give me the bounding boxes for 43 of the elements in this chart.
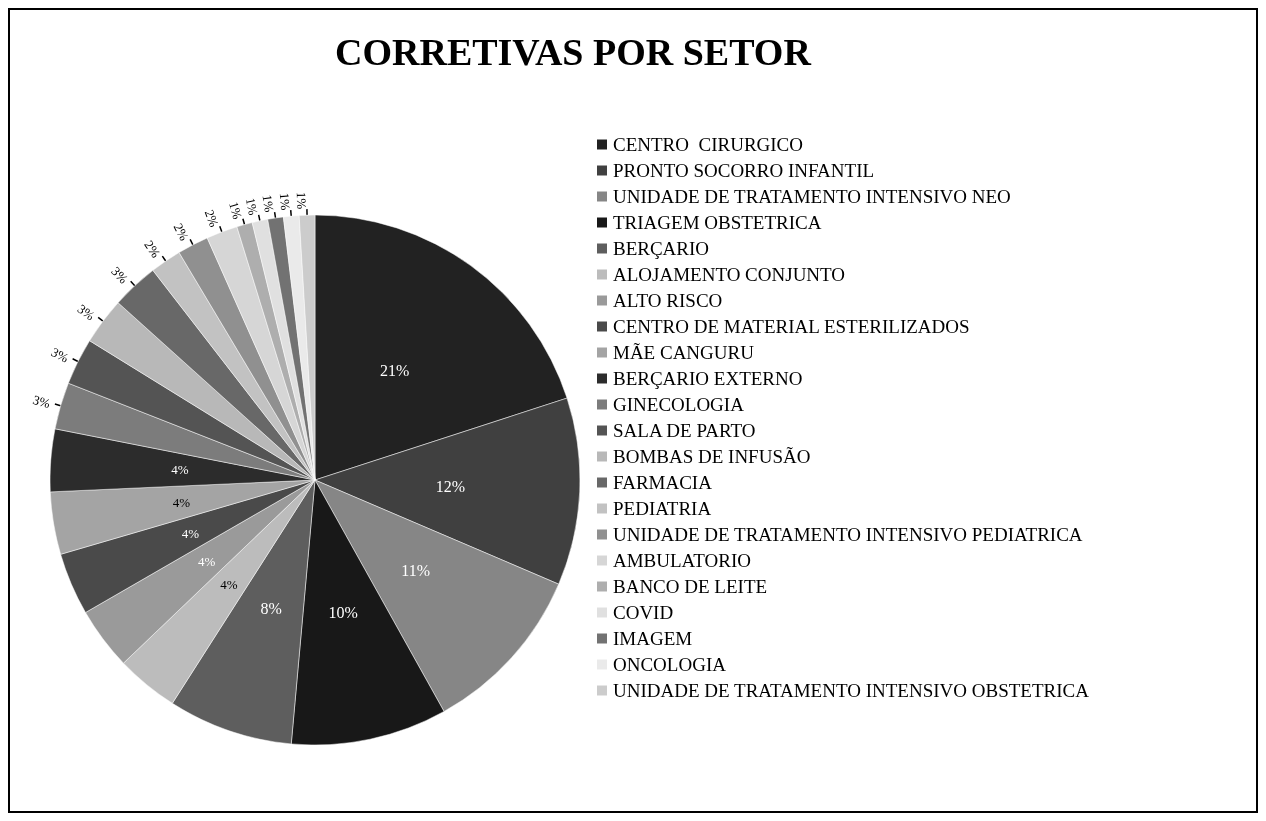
data-label: 10% xyxy=(328,604,358,622)
data-label: 11% xyxy=(401,562,431,580)
data-label: 4% xyxy=(197,553,216,569)
legend-label: ALOJAMENTO CONJUNTO xyxy=(613,264,846,285)
data-label: 8% xyxy=(260,599,282,617)
data-label: 3% xyxy=(48,344,72,366)
legend-label: FARMACIA xyxy=(613,472,713,493)
data-label: 1% xyxy=(293,191,310,210)
legend-label: MÃE CANGURU xyxy=(613,342,755,363)
legend-label: CENTRO DE MATERIAL ESTERILIZADOS xyxy=(613,316,970,337)
legend-label: ALTO RISCO xyxy=(613,290,723,311)
data-label: 2% xyxy=(170,220,192,244)
legend-label: ONCOLOGIA xyxy=(613,654,727,675)
legend-label: BANCO DE LEITE xyxy=(613,576,768,597)
data-label: 3% xyxy=(31,391,53,412)
data-label: 2% xyxy=(201,207,222,230)
data-label: 3% xyxy=(108,263,132,287)
legend-label: UNIDADE DE TRATAMENTO INTENSIVO PEDIATRICA xyxy=(613,524,1083,545)
legend-label: AMBULATORIO xyxy=(613,550,751,571)
legend-label: GINECOLOGIA xyxy=(613,394,745,415)
legend-label: SALA DE PARTO xyxy=(613,420,756,441)
chart-title: CORRETIVAS POR SETOR xyxy=(335,31,812,73)
legend-label: BERÇARIO xyxy=(613,238,710,259)
data-label: 4% xyxy=(220,577,238,593)
legend-label: IMAGEM xyxy=(613,628,693,649)
legend-label: PRONTO SOCORRO INFANTIL xyxy=(613,160,875,181)
data-label: 2% xyxy=(141,237,164,261)
data-label: 1% xyxy=(259,193,278,214)
data-label: 21% xyxy=(379,361,410,379)
legend-label: CENTRO CIRURGICO xyxy=(613,134,804,155)
legend-label: UNIDADE DE TRATAMENTO INTENSIVO NEO xyxy=(613,186,1011,207)
legend-label: BERÇARIO EXTERNO xyxy=(613,368,803,389)
data-label: 4% xyxy=(181,525,200,541)
data-label: 1% xyxy=(276,192,294,211)
data-label: 12% xyxy=(435,477,466,495)
data-label: 3% xyxy=(74,301,98,324)
data-label: 4% xyxy=(172,494,191,510)
legend-label: TRIAGEM OBSTETRICA xyxy=(613,212,822,233)
legend-label: COVID xyxy=(613,602,674,623)
legend-label: PEDIATRIA xyxy=(613,498,712,519)
legend-label: BOMBAS DE INFUSÃO xyxy=(613,446,811,467)
legend-label: UNIDADE DE TRATAMENTO INTENSIVO OBSTETRICA xyxy=(613,680,1090,701)
data-label: 4% xyxy=(171,462,189,478)
